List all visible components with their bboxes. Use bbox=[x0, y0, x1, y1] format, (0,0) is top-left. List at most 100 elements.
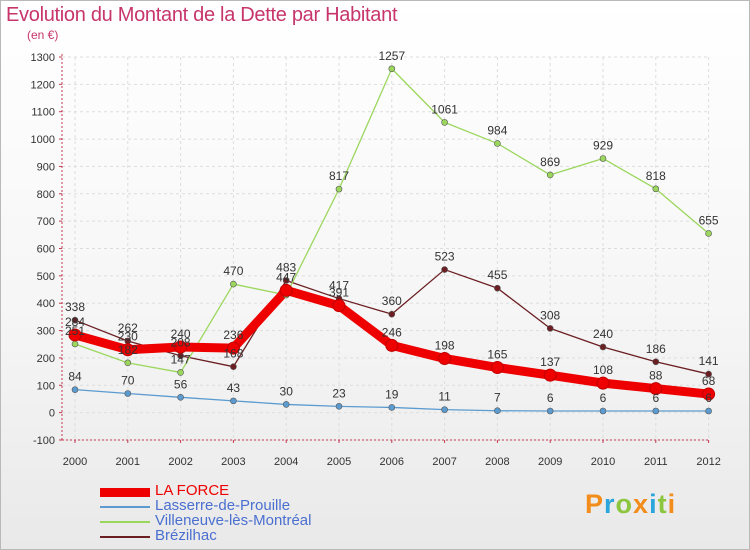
y-tick-label: 200 bbox=[37, 353, 55, 365]
logo-letter: x bbox=[633, 489, 650, 519]
data-label: 6 bbox=[705, 391, 712, 405]
y-tick-label: 100 bbox=[37, 380, 55, 392]
data-label: 11 bbox=[438, 390, 451, 404]
axes: -100 0 100 200 300 400 500 600 700 800 900 1000 1100… bbox=[31, 52, 721, 468]
y-tick-label: 0 bbox=[49, 408, 55, 420]
data-point bbox=[705, 370, 712, 378]
data-point bbox=[282, 277, 290, 284]
data-label: 246 bbox=[382, 325, 402, 339]
data-label: 141 bbox=[699, 354, 719, 368]
data-label: 284 bbox=[65, 315, 85, 329]
data-point bbox=[332, 299, 346, 313]
data-label: 137 bbox=[540, 355, 560, 369]
logo-letter: r bbox=[604, 489, 616, 519]
data-point bbox=[494, 284, 501, 292]
data-point bbox=[226, 341, 240, 355]
data-point bbox=[282, 401, 290, 408]
data-point bbox=[335, 185, 343, 193]
legend-label: Lasserre-de-Prouille bbox=[155, 497, 291, 514]
data-label: 523 bbox=[435, 250, 455, 264]
data-label: 262 bbox=[118, 321, 138, 335]
data-point bbox=[649, 382, 663, 396]
data-label: 165 bbox=[487, 348, 507, 362]
data-label: 182 bbox=[118, 343, 138, 357]
legend-swatch bbox=[100, 487, 150, 497]
data-label: 168 bbox=[223, 347, 243, 361]
data-point bbox=[599, 155, 607, 162]
data-point bbox=[702, 387, 716, 401]
data-point bbox=[385, 338, 399, 352]
data-label: 208 bbox=[171, 336, 191, 350]
data-point bbox=[124, 390, 132, 397]
legend-swatch bbox=[100, 536, 150, 538]
grid bbox=[62, 56, 710, 441]
legend-swatch bbox=[100, 506, 150, 508]
data-point bbox=[177, 369, 184, 376]
x-tick-label: 2010 bbox=[591, 456, 615, 468]
data-label: 6 bbox=[547, 391, 554, 405]
data-label: 929 bbox=[593, 138, 613, 152]
data-label: 360 bbox=[382, 294, 402, 308]
data-label: 470 bbox=[223, 264, 243, 278]
legend-label: LA FORCE bbox=[155, 482, 230, 499]
data-point bbox=[596, 376, 610, 390]
data-label: 19 bbox=[385, 387, 399, 401]
data-point bbox=[705, 407, 712, 415]
data-label: 30 bbox=[280, 384, 294, 398]
y-tick-label: 1300 bbox=[31, 52, 55, 64]
data-label: 1061 bbox=[431, 102, 458, 116]
data-point bbox=[388, 404, 396, 411]
series-points bbox=[68, 65, 716, 415]
logo-letter: i bbox=[649, 489, 658, 519]
y-tick-label: 1200 bbox=[31, 79, 55, 91]
legend-label: Brézilhac bbox=[155, 527, 217, 544]
data-label: 6 bbox=[600, 391, 607, 405]
data-point bbox=[177, 394, 184, 401]
data-point bbox=[279, 283, 293, 297]
data-label: 818 bbox=[646, 169, 666, 183]
data-label: 7 bbox=[494, 391, 501, 405]
data-label: 483 bbox=[276, 261, 296, 275]
data-point bbox=[599, 407, 607, 415]
data-point bbox=[546, 325, 554, 332]
data-label: 108 bbox=[593, 363, 613, 377]
data-point bbox=[652, 358, 660, 366]
data-label: 68 bbox=[702, 374, 716, 388]
data-point bbox=[71, 340, 79, 348]
x-tick-label: 2003 bbox=[221, 456, 245, 468]
x-tick-label: 2008 bbox=[485, 456, 509, 468]
data-point bbox=[441, 406, 448, 413]
x-tick-label: 2009 bbox=[538, 456, 562, 468]
data-label: 308 bbox=[540, 308, 560, 322]
data-point bbox=[599, 343, 607, 351]
chart-title: Evolution du Montant de la Dette par Hab… bbox=[6, 4, 398, 26]
data-label: 56 bbox=[174, 377, 188, 391]
x-tick-label: 2001 bbox=[116, 456, 140, 468]
y-tick-label: 1100 bbox=[31, 107, 55, 119]
x-tick-label: 2005 bbox=[327, 456, 351, 468]
data-label: 869 bbox=[540, 155, 560, 169]
data-point bbox=[121, 343, 135, 357]
data-label: 23 bbox=[332, 386, 346, 400]
data-label: 147 bbox=[171, 352, 191, 366]
x-tick-label: 2012 bbox=[696, 456, 720, 468]
chart-unit: (en €) bbox=[27, 28, 59, 42]
data-point bbox=[652, 407, 660, 415]
data-label: 984 bbox=[487, 123, 507, 137]
data-point bbox=[546, 407, 554, 415]
y-tick-label: 700 bbox=[37, 216, 55, 228]
x-tick-label: 2000 bbox=[63, 456, 87, 468]
data-point bbox=[543, 368, 557, 382]
logo-letter: t bbox=[657, 489, 668, 519]
logo-letter: o bbox=[615, 489, 634, 519]
logo-letter: i bbox=[667, 489, 677, 519]
data-point bbox=[705, 230, 712, 237]
data-point bbox=[490, 361, 504, 375]
y-tick-label: -100 bbox=[33, 435, 55, 447]
data-label: 70 bbox=[121, 373, 135, 387]
y-tick-label: 600 bbox=[37, 244, 55, 256]
legend-label: Villeneuve-lès-Montréal bbox=[155, 512, 312, 529]
x-tick-label: 2004 bbox=[274, 456, 298, 468]
y-tick-label: 1000 bbox=[31, 134, 55, 146]
